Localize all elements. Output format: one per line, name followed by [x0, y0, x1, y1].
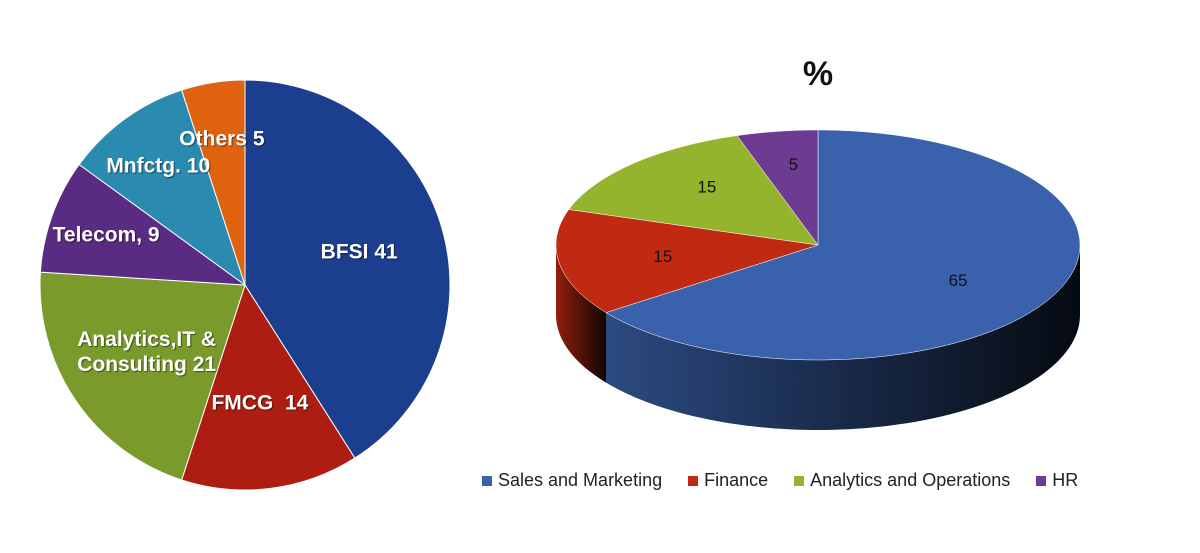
pie-slice	[39, 271, 246, 481]
pie-slice	[736, 129, 819, 246]
slice-label: 65	[949, 271, 968, 290]
chart-title: %	[803, 55, 833, 93]
pie-slice	[181, 283, 356, 491]
pie-slice	[181, 79, 246, 286]
legend-swatch	[794, 475, 805, 486]
pie-slice	[78, 89, 246, 287]
pie-slice	[555, 209, 819, 313]
slice-label: Mnfctg. 10	[106, 153, 211, 177]
legend-swatch	[482, 475, 492, 486]
slice-label: Telecom, 9	[52, 223, 160, 247]
slice-label: 15	[697, 178, 716, 197]
slice-label: BFSI 41	[320, 240, 398, 264]
legend-label: Analytics and Operations	[810, 470, 1011, 490]
pie-slice	[39, 163, 247, 286]
slice-label: 15	[653, 247, 672, 266]
legend-item: HR	[1036, 470, 1078, 491]
slice-label: 5	[789, 155, 798, 174]
legend-item: Finance	[688, 470, 768, 491]
legend-label: Finance	[704, 470, 769, 490]
slice-label: Analytics,IT & Consulting 21	[77, 327, 222, 376]
legend-swatch	[1036, 475, 1047, 486]
pie-side	[556, 245, 607, 383]
legend-item: Analytics and Operations	[794, 470, 1010, 491]
slice-label: Others 5	[179, 127, 265, 151]
slice-label: FMCG 14	[211, 391, 309, 415]
legend-label: Sales and Marketing	[498, 470, 663, 490]
legend-item: Sales and Marketing	[482, 470, 662, 491]
legend: Sales and Marketing Finance Analytics and …	[482, 470, 1078, 491]
legend-swatch	[688, 475, 699, 486]
pie-slice	[568, 135, 819, 246]
pie-slice	[244, 79, 451, 459]
pie-slice	[605, 129, 1081, 361]
legend-label: HR	[1052, 470, 1079, 490]
pie-side	[606, 245, 1080, 430]
